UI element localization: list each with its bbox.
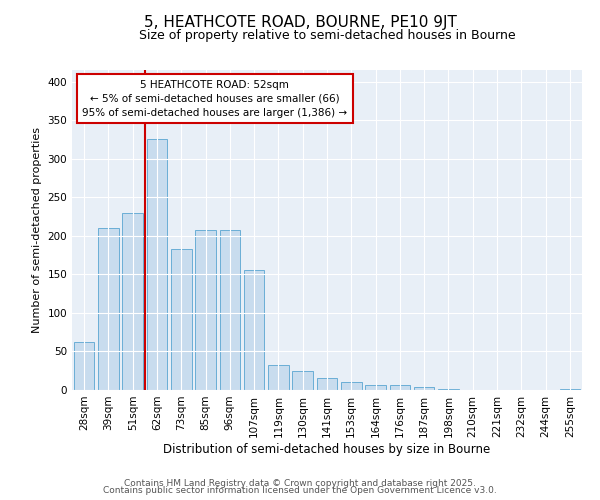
Bar — [171, 249, 191, 390]
Text: 5, HEATHCOTE ROAD, BOURNE, PE10 9JT: 5, HEATHCOTE ROAD, BOURNE, PE10 9JT — [143, 15, 457, 30]
Title: Size of property relative to semi-detached houses in Bourne: Size of property relative to semi-detach… — [139, 30, 515, 43]
Bar — [195, 230, 216, 390]
Bar — [220, 230, 240, 390]
X-axis label: Distribution of semi-detached houses by size in Bourne: Distribution of semi-detached houses by … — [163, 442, 491, 456]
Bar — [389, 386, 410, 390]
Text: Contains HM Land Registry data © Crown copyright and database right 2025.: Contains HM Land Registry data © Crown c… — [124, 478, 476, 488]
Bar — [146, 140, 167, 390]
Bar — [74, 342, 94, 390]
Bar — [292, 370, 313, 390]
Bar — [560, 389, 580, 390]
Bar — [98, 228, 119, 390]
Bar — [414, 387, 434, 390]
Bar — [341, 382, 362, 390]
Bar — [122, 212, 143, 390]
Bar — [244, 270, 265, 390]
Bar — [268, 366, 289, 390]
Bar — [317, 378, 337, 390]
Text: Contains public sector information licensed under the Open Government Licence v3: Contains public sector information licen… — [103, 486, 497, 495]
Bar — [365, 386, 386, 390]
Y-axis label: Number of semi-detached properties: Number of semi-detached properties — [32, 127, 42, 333]
Bar — [438, 389, 459, 390]
Text: 5 HEATHCOTE ROAD: 52sqm
← 5% of semi-detached houses are smaller (66)
95% of sem: 5 HEATHCOTE ROAD: 52sqm ← 5% of semi-det… — [82, 80, 347, 118]
